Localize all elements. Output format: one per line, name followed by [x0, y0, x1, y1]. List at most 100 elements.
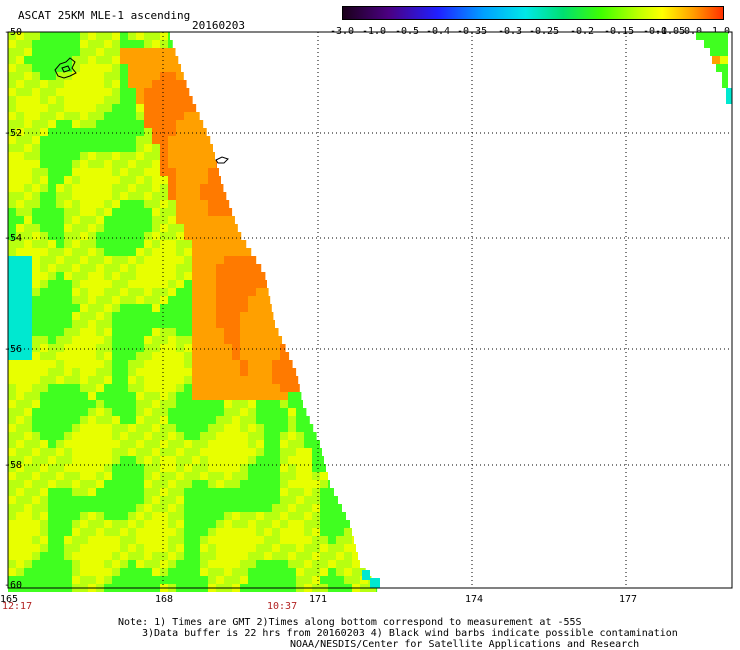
data-cell — [32, 32, 40, 40]
data-cell — [88, 176, 96, 184]
data-cell — [176, 88, 184, 96]
data-cell — [40, 440, 48, 448]
data-cell — [280, 576, 288, 584]
data-cell — [88, 384, 96, 392]
data-cell — [88, 464, 96, 472]
data-cell — [152, 48, 160, 56]
data-cell — [192, 336, 200, 344]
data-cell — [72, 408, 80, 416]
data-cell — [96, 320, 104, 328]
data-cell — [88, 448, 96, 456]
data-cell — [168, 472, 176, 480]
data-cell — [24, 104, 32, 112]
data-cell — [56, 224, 64, 232]
data-cell — [216, 304, 224, 312]
data-cell — [104, 176, 112, 184]
data-cell — [16, 352, 24, 360]
data-cell — [168, 568, 176, 576]
data-cell — [160, 272, 168, 280]
data-cell — [112, 296, 120, 304]
data-cell — [16, 176, 24, 184]
data-cell — [248, 304, 256, 312]
data-cell — [120, 224, 128, 232]
data-cell — [112, 504, 120, 512]
data-cell — [32, 168, 40, 176]
data-cell — [80, 120, 88, 128]
data-cell — [160, 512, 168, 520]
data-cell — [216, 352, 224, 360]
data-cell — [184, 232, 192, 240]
data-cell — [136, 256, 144, 264]
data-cell — [192, 544, 200, 552]
data-cell — [152, 240, 160, 248]
data-cell — [144, 32, 152, 40]
data-cell — [48, 264, 56, 272]
data-cell — [336, 576, 344, 584]
data-cell — [136, 320, 144, 328]
data-cell — [112, 216, 120, 224]
data-cell — [184, 528, 192, 536]
data-cell — [80, 456, 88, 464]
data-cell — [248, 448, 256, 456]
data-cell — [200, 312, 208, 320]
data-cell — [96, 408, 104, 416]
data-cell — [88, 72, 96, 80]
data-cell — [96, 312, 104, 320]
data-cell — [88, 144, 96, 152]
data-cell — [120, 168, 128, 176]
data-cell — [128, 552, 136, 560]
data-cell — [128, 512, 136, 520]
data-cell — [240, 256, 248, 264]
data-cell — [64, 184, 72, 192]
data-cell — [128, 144, 136, 152]
data-cell — [336, 520, 344, 528]
data-cell — [104, 560, 112, 568]
data-cell — [48, 176, 56, 184]
data-cell — [240, 424, 248, 432]
data-cell — [184, 96, 192, 104]
data-cell — [224, 392, 232, 400]
data-cell — [128, 168, 136, 176]
data-cell — [112, 448, 120, 456]
data-cell — [32, 176, 40, 184]
data-cell — [144, 344, 152, 352]
data-cell — [96, 528, 104, 536]
data-cell — [200, 464, 208, 472]
data-cell — [136, 392, 144, 400]
data-cell — [128, 248, 136, 256]
data-cell — [128, 576, 136, 584]
data-cell — [56, 536, 64, 544]
data-cell — [208, 376, 216, 384]
data-cell — [168, 376, 176, 384]
data-cell — [200, 208, 208, 216]
data-cell — [88, 296, 96, 304]
data-cell — [256, 304, 264, 312]
data-cell — [32, 184, 40, 192]
data-cell — [264, 496, 272, 504]
data-cell — [88, 40, 96, 48]
data-cell — [112, 576, 120, 584]
data-cell — [160, 240, 168, 248]
data-cell — [120, 320, 128, 328]
data-cell — [88, 192, 96, 200]
data-cell — [104, 160, 112, 168]
data-cell — [112, 520, 120, 528]
data-cell — [256, 352, 264, 360]
data-cell — [208, 512, 216, 520]
data-cell — [192, 416, 200, 424]
data-cell — [248, 480, 256, 488]
data-cell — [184, 488, 192, 496]
data-cell — [216, 384, 224, 392]
data-cell — [288, 384, 296, 392]
data-cell — [56, 168, 64, 176]
data-cell — [320, 544, 328, 552]
data-cell — [320, 576, 328, 584]
data-cell — [192, 352, 200, 360]
data-cell — [248, 272, 256, 280]
data-cell — [232, 360, 240, 368]
data-cell — [80, 400, 88, 408]
data-cell — [200, 472, 208, 480]
data-cell — [128, 120, 136, 128]
data-cell — [152, 456, 160, 464]
data-cell — [128, 328, 136, 336]
